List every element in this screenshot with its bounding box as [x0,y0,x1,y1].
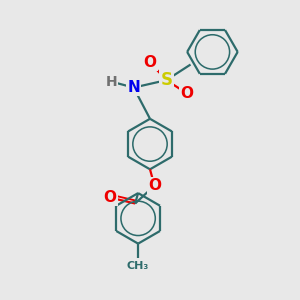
Text: O: O [143,55,157,70]
Text: O: O [148,178,161,193]
Text: O: O [103,190,116,205]
Text: S: S [160,71,172,89]
Text: O: O [181,86,194,101]
Text: N: N [127,80,140,95]
Text: H: H [106,75,117,88]
Text: CH₃: CH₃ [127,261,149,271]
